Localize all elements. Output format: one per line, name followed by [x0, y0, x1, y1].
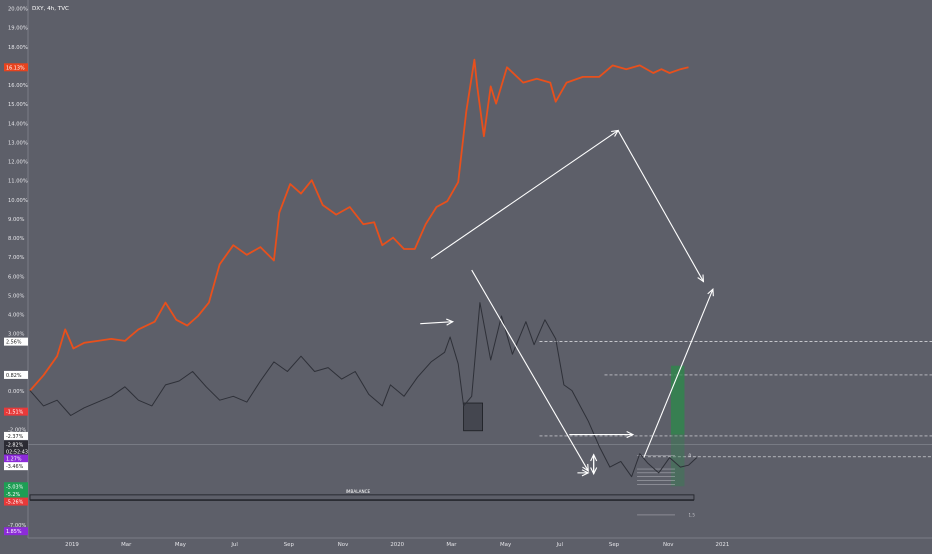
y-tick-label: 9.00%	[8, 217, 25, 223]
x-tick-label: Nov	[338, 542, 349, 548]
price-badge	[4, 527, 28, 536]
price-badge-label: -5.26%	[6, 500, 24, 506]
projection-arrow-head	[582, 463, 589, 473]
price-badge-label: -5.2%	[6, 492, 21, 498]
x-tick-label: Jul	[556, 542, 564, 548]
price-badge	[4, 462, 28, 471]
y-tick-label: 7.00%	[8, 255, 25, 261]
price-badge	[4, 489, 28, 498]
price-badge	[4, 370, 28, 379]
imbalance-label: IMBALANCE	[346, 489, 371, 494]
price-badge-label: 16.13%	[6, 65, 25, 71]
projection-arrow-head	[581, 469, 590, 477]
price-badge-label: 02:52:43	[6, 449, 28, 455]
price-badge-label: -1.51%	[6, 410, 24, 416]
price-badge	[4, 454, 28, 463]
price-badge	[4, 447, 28, 456]
projection-arrow	[617, 130, 704, 282]
x-tick-label: 2019	[65, 542, 79, 548]
series-line-orange	[29, 58, 689, 392]
y-tick-label: 12.00%	[8, 160, 28, 166]
x-tick-label: Mar	[121, 542, 132, 548]
projection-arrow	[643, 289, 714, 458]
y-tick-label: 4.00%	[8, 313, 25, 319]
price-badge	[4, 337, 28, 346]
projection-arrow-head	[707, 288, 714, 297]
x-tick-label: May	[175, 542, 187, 548]
x-tick-label: Nov	[663, 542, 674, 548]
y-tick-label: 3.00%	[8, 332, 25, 338]
price-badge-label: 1.27%	[6, 457, 22, 463]
price-badge	[4, 440, 28, 449]
imbalance-zone	[29, 494, 695, 501]
price-badge-label: -5.03%	[6, 484, 24, 490]
price-badge	[4, 431, 28, 440]
projection-arrow-head	[590, 467, 598, 476]
x-tick-label: 2020	[390, 542, 404, 548]
y-tick-label: -7.00%	[8, 523, 26, 529]
price-badge	[4, 497, 28, 506]
price-badge	[4, 482, 28, 491]
projection-arrow-head	[697, 274, 705, 283]
y-tick-label: 10.00%	[8, 198, 28, 204]
long-position-box	[670, 434, 685, 487]
x-tick-label: May	[500, 542, 512, 548]
y-tick-label: 14.00%	[8, 121, 28, 127]
price-badge-label: -2.82%	[6, 443, 24, 449]
x-tick-label: Sep	[284, 542, 295, 548]
y-tick-label: 20.00%	[8, 7, 28, 13]
price-badge-label: 2.56%	[6, 340, 22, 346]
y-tick-label: 18.00%	[8, 45, 28, 51]
price-badge-label: -2.37%	[6, 434, 24, 440]
projection-arrow	[471, 269, 589, 472]
y-tick-label: 11.00%	[8, 179, 28, 185]
series-line-dxy	[29, 302, 698, 478]
x-tick-label: Mar	[446, 542, 457, 548]
price-badge-label: 0.82%	[6, 373, 22, 379]
fib-label: 1.5	[689, 512, 696, 517]
x-tick-label: Jul	[230, 542, 238, 548]
y-tick-label: 13.00%	[8, 140, 28, 146]
fib-label: 0	[689, 453, 692, 458]
y-tick-label: 0.00%	[8, 389, 25, 395]
y-tick-label: 19.00%	[8, 26, 28, 32]
projection-arrow-head	[446, 318, 455, 326]
price-badge	[4, 63, 28, 72]
projection-arrow-head	[626, 431, 635, 439]
price-badge-label: 1.85%	[6, 529, 22, 535]
y-tick-label: 6.00%	[8, 274, 25, 280]
x-tick-label: Sep	[609, 542, 620, 548]
chart-title: DXY, 4h, TVC	[32, 6, 69, 12]
price-badge-label: -3.46%	[6, 464, 24, 470]
x-tick-label: 2021	[716, 542, 730, 548]
y-tick-label: 16.00%	[8, 83, 28, 89]
y-tick-label: -2.00%	[8, 427, 26, 433]
order-block	[463, 402, 483, 432]
y-tick-label: 8.00%	[8, 236, 25, 242]
projection-arrow	[430, 129, 619, 260]
y-tick-label: 15.00%	[8, 102, 28, 108]
projection-arrow	[420, 321, 453, 325]
price-badge	[4, 407, 28, 416]
y-tick-label: 5.00%	[8, 293, 25, 299]
